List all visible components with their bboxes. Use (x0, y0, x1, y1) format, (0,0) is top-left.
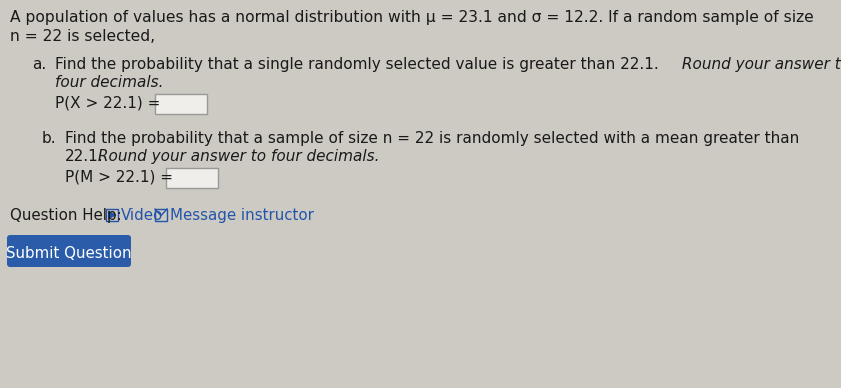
Text: Round your answer to four decimals.: Round your answer to four decimals. (93, 149, 379, 164)
Text: a.: a. (32, 57, 46, 72)
Text: Find the probability that a sample of size n = 22 is randomly selected with a me: Find the probability that a sample of si… (65, 131, 799, 146)
FancyBboxPatch shape (155, 94, 207, 114)
Text: P(X > 22.1) =: P(X > 22.1) = (55, 96, 161, 111)
Text: 22.1.: 22.1. (65, 149, 103, 164)
Text: Find the probability that a single randomly selected value is greater than 22.1.: Find the probability that a single rando… (55, 57, 659, 72)
Text: Video: Video (121, 208, 163, 223)
Polygon shape (108, 211, 116, 219)
Text: Message instructor: Message instructor (170, 208, 314, 223)
FancyBboxPatch shape (7, 235, 131, 267)
Text: Round your answer to: Round your answer to (677, 57, 841, 72)
FancyBboxPatch shape (166, 168, 218, 188)
Text: Question Help:: Question Help: (10, 208, 122, 223)
FancyBboxPatch shape (106, 209, 118, 221)
Text: P(M > 22.1) =: P(M > 22.1) = (65, 170, 173, 185)
FancyBboxPatch shape (155, 209, 167, 221)
Text: A population of values has a normal distribution with μ = 23.1 and σ = 12.2. If : A population of values has a normal dist… (10, 10, 814, 25)
Text: Submit Question: Submit Question (6, 246, 132, 260)
Text: b.: b. (42, 131, 56, 146)
Text: four decimals.: four decimals. (55, 75, 163, 90)
Text: n = 22 is selected,: n = 22 is selected, (10, 29, 155, 44)
